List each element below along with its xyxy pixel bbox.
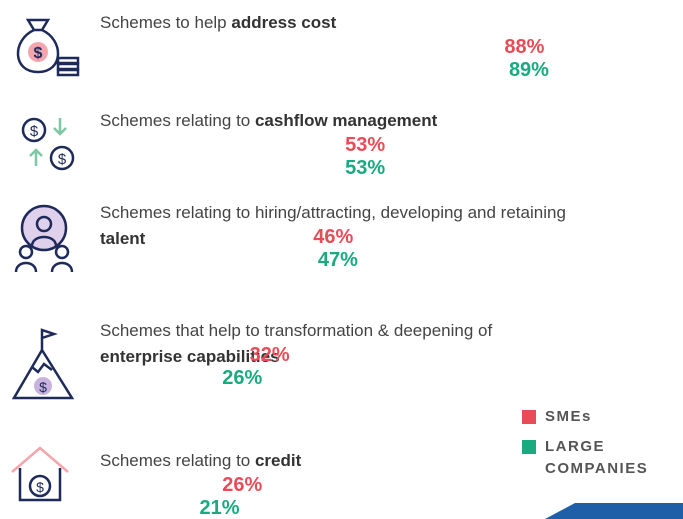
- icon-house: $: [11, 446, 69, 502]
- legend-swatch: [522, 410, 536, 424]
- icon-talent: [14, 204, 74, 273]
- value-label: 53%: [345, 134, 386, 156]
- icon-money-bag: $: [16, 18, 80, 77]
- label-part: enterprise capabilities: [100, 347, 280, 366]
- label-part: address cost: [231, 13, 337, 32]
- svg-text:$: $: [58, 151, 67, 168]
- value-label: 46%: [313, 226, 354, 248]
- value-label: 47%: [317, 249, 358, 271]
- value-label: 26%: [222, 367, 263, 389]
- svg-text:$: $: [34, 45, 43, 62]
- value-label: 89%: [508, 59, 549, 81]
- legend-swatch: [522, 440, 536, 454]
- label-part: talent: [100, 229, 146, 248]
- icon-mountain: $: [11, 328, 75, 400]
- value-label: 88%: [504, 36, 545, 58]
- value-label: 53%: [345, 157, 386, 179]
- category-label: Schemes to help address cost: [100, 10, 570, 36]
- corner-decoration: [545, 503, 683, 519]
- label-part: Schemes relating to: [100, 451, 255, 470]
- legend-label: SMEs: [545, 408, 592, 425]
- label-part: cashflow management: [254, 111, 438, 130]
- category-label: Schemes relating to cashflow management: [100, 108, 570, 134]
- category-label: Schemes relating to credit: [100, 448, 570, 474]
- svg-text:$: $: [39, 379, 47, 395]
- label-part: Schemes relating to: [100, 111, 255, 130]
- value-label: 21%: [199, 497, 240, 519]
- label-part: credit: [254, 451, 302, 470]
- label-part: Schemes to help: [100, 13, 232, 32]
- icon-cashflow: $ $: [21, 117, 75, 171]
- value-label: 32%: [249, 344, 290, 366]
- label-part: Schemes that help to transformation & de…: [100, 321, 493, 340]
- category-label: Schemes relating to hiring/attracting, d…: [100, 200, 570, 252]
- label-part: Schemes relating to hiring/attracting, d…: [100, 203, 566, 222]
- value-label: 26%: [222, 474, 263, 496]
- legend-label: LARGE COMPANIES: [545, 438, 649, 477]
- svg-text:$: $: [30, 123, 39, 140]
- svg-text:$: $: [36, 479, 44, 495]
- category-label: Schemes that help to transformation & de…: [100, 318, 570, 370]
